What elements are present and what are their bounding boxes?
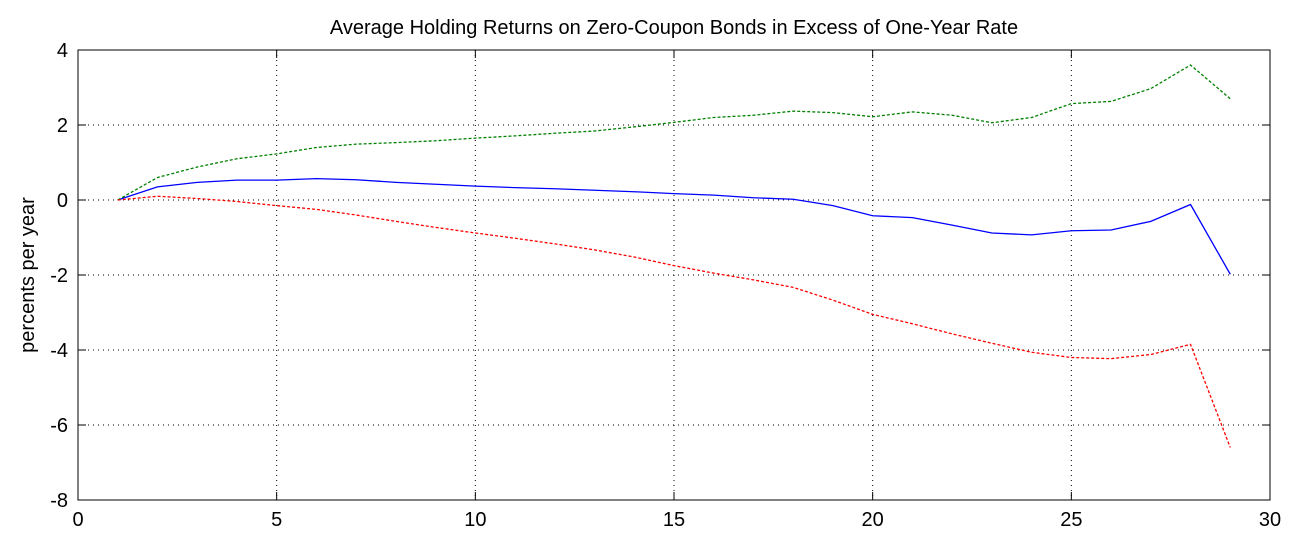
y-tick-label: -8 — [50, 490, 68, 512]
x-tick-label: 10 — [464, 509, 486, 531]
y-tick-label: 0 — [57, 190, 68, 212]
y-tick-label: -2 — [50, 265, 68, 287]
x-tick-label: 5 — [271, 509, 282, 531]
data-line — [117, 177, 1231, 275]
x-tick-label: 25 — [1060, 509, 1082, 531]
x-tick-label: 30 — [1259, 509, 1281, 531]
y-tick-label: 2 — [57, 115, 68, 137]
x-tick-label: 20 — [862, 509, 884, 531]
data-line — [117, 64, 1231, 201]
data-line — [117, 195, 1231, 448]
y-tick-label: -6 — [50, 415, 68, 437]
y-tick-label: 4 — [57, 40, 68, 62]
plot-frame — [77, 49, 1271, 501]
x-tick-label: 0 — [72, 509, 83, 531]
y-axis-label: percents per year — [17, 197, 39, 353]
y-tick-label: -4 — [50, 340, 68, 362]
chart-title: Average Holding Returns on Zero-Coupon B… — [330, 17, 1018, 39]
x-tick-label: 15 — [663, 509, 685, 531]
